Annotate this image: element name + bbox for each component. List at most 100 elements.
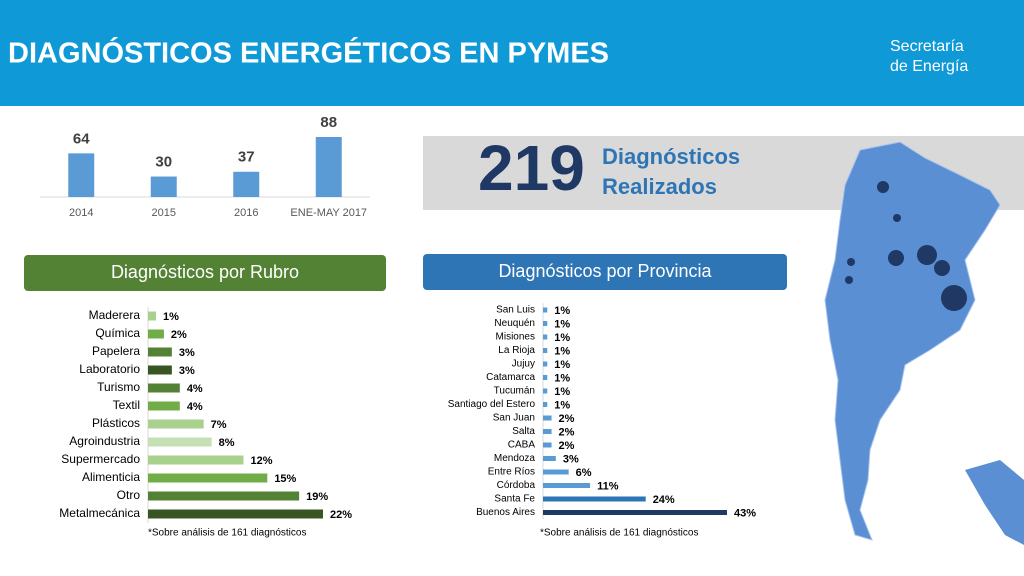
bar [543, 429, 552, 434]
y-tick-label: Jujuy [512, 359, 535, 370]
bar [543, 334, 548, 340]
value-label: 1% [554, 318, 570, 330]
y-tick-label: Laboratorio [79, 362, 140, 376]
bar [148, 365, 172, 375]
chart-title: Diagnósticos por Provincia [498, 261, 712, 281]
value-label: 8% [219, 437, 235, 449]
brand: de Energía [890, 58, 968, 75]
map-dot [917, 245, 937, 265]
y-tick-label: Catamarca [486, 372, 535, 383]
bar [543, 469, 569, 475]
y-tick-label: Supermercado [61, 452, 140, 466]
value-label: 1% [554, 305, 570, 317]
value-label: 24% [653, 494, 675, 506]
value-label: 6% [576, 467, 592, 479]
value-label: 7% [211, 419, 227, 431]
panel-header [423, 254, 787, 290]
y-tick-label: Textil [113, 398, 140, 412]
y-tick-label: CABA [508, 440, 536, 451]
y-tick-label: Turismo [97, 380, 140, 394]
header-bar [0, 0, 1024, 106]
value-label: 11% [597, 480, 619, 492]
x-tick-label: 2015 [152, 207, 176, 219]
note: *Sobre análisis de 161 diagnósticos [540, 528, 698, 539]
value-label: 2% [559, 413, 575, 425]
bar [543, 321, 548, 326]
value-label: 1% [554, 386, 570, 398]
value-label: 4% [187, 401, 203, 413]
y-tick-label: La Rioja [498, 345, 535, 356]
note: *Sobre análisis de 161 diagnósticos [148, 528, 306, 539]
y-tick-label: San Luis [496, 305, 535, 316]
value-label: 1% [554, 399, 570, 411]
x-tick-label: ENE-MAY 2017 [290, 207, 367, 219]
bar [233, 171, 260, 197]
y-tick-label: Salta [512, 426, 535, 437]
value-label: 37 [238, 149, 255, 166]
y-tick-label: Maderera [89, 308, 141, 322]
header-title: DIAGNÓSTICOS ENERGÉTICOS EN PYMES [8, 36, 609, 70]
bar [543, 348, 548, 353]
bar [148, 491, 300, 501]
y-tick-label: Mendoza [494, 453, 536, 464]
map-dot [934, 260, 950, 276]
map-dot [847, 258, 855, 266]
bar [148, 311, 156, 321]
value-label: 1% [554, 332, 570, 344]
bar [150, 176, 177, 197]
chart-title: Diagnósticos por Rubro [111, 262, 299, 282]
bar [148, 437, 212, 447]
bar [148, 473, 268, 483]
map-dot [845, 276, 853, 284]
value-label: 2% [559, 440, 575, 452]
value-label: 3% [179, 347, 195, 359]
value-label: 22% [330, 509, 352, 521]
y-tick-label: Misiones [496, 332, 535, 343]
bar [148, 455, 244, 465]
y-tick-label: Tucumán [494, 386, 535, 397]
y-tick-label: Papelera [92, 344, 140, 358]
map-dots [845, 181, 967, 311]
y-tick-label: Agroindustria [69, 434, 140, 448]
y-tick-label: Santa Fe [494, 494, 535, 505]
bar [543, 456, 556, 461]
highlight-text: Realizados [602, 174, 717, 199]
bar [543, 388, 548, 394]
value-label: 2% [171, 329, 187, 341]
bar [148, 401, 180, 411]
bar [68, 153, 95, 197]
y-tick-label: Plásticos [92, 416, 140, 430]
bar [543, 307, 548, 313]
value-label: 1% [554, 372, 570, 384]
y-tick-label: Metalmecánica [59, 506, 140, 520]
y-tick-label: Neuquén [494, 318, 535, 329]
map-dot [888, 250, 904, 266]
bar [148, 329, 164, 339]
value-label: 15% [274, 473, 296, 485]
y-tick-label: Otro [117, 488, 141, 502]
value-label: 30 [155, 154, 172, 171]
bar [543, 402, 548, 407]
y-tick-label: Alimenticia [82, 470, 140, 484]
highlight-text: Diagnósticos [602, 144, 740, 169]
value-label: 3% [563, 453, 579, 465]
value-label: 12% [250, 455, 272, 467]
bar [148, 509, 323, 519]
map-island [965, 460, 1024, 545]
value-label: 64 [73, 130, 90, 147]
y-tick-label: San Juan [493, 413, 535, 424]
brand: Secretaría [890, 38, 964, 55]
panel-header [24, 255, 386, 291]
value-label: 43% [734, 507, 756, 519]
map-dot [941, 285, 967, 311]
bar [148, 383, 180, 393]
bar [148, 419, 204, 429]
x-tick-label: 2016 [234, 207, 258, 219]
map-dot [877, 181, 889, 193]
bar [543, 510, 727, 515]
bar [543, 483, 591, 488]
highlight-number: 219 [478, 132, 585, 204]
bar [543, 496, 646, 502]
map [824, 141, 1001, 541]
